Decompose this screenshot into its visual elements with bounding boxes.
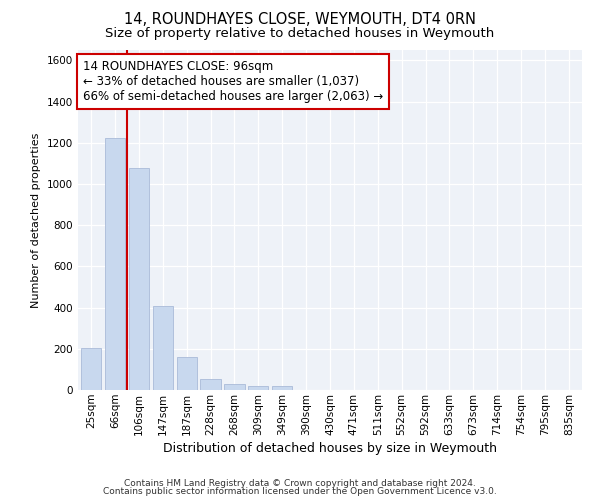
Bar xyxy=(176,357,197,390)
Text: Contains public sector information licensed under the Open Government Licence v3: Contains public sector information licen… xyxy=(103,487,497,496)
Bar xyxy=(272,386,292,390)
Bar xyxy=(81,348,101,390)
Bar xyxy=(248,386,268,390)
Bar xyxy=(224,384,245,390)
Bar xyxy=(152,306,173,390)
Text: 14 ROUNDHAYES CLOSE: 96sqm
← 33% of detached houses are smaller (1,037)
66% of s: 14 ROUNDHAYES CLOSE: 96sqm ← 33% of deta… xyxy=(83,60,383,103)
Bar xyxy=(105,138,125,390)
Text: Contains HM Land Registry data © Crown copyright and database right 2024.: Contains HM Land Registry data © Crown c… xyxy=(124,478,476,488)
Text: Size of property relative to detached houses in Weymouth: Size of property relative to detached ho… xyxy=(106,28,494,40)
Bar xyxy=(200,378,221,390)
Bar xyxy=(129,168,149,390)
X-axis label: Distribution of detached houses by size in Weymouth: Distribution of detached houses by size … xyxy=(163,442,497,455)
Y-axis label: Number of detached properties: Number of detached properties xyxy=(31,132,41,308)
Text: 14, ROUNDHAYES CLOSE, WEYMOUTH, DT4 0RN: 14, ROUNDHAYES CLOSE, WEYMOUTH, DT4 0RN xyxy=(124,12,476,28)
